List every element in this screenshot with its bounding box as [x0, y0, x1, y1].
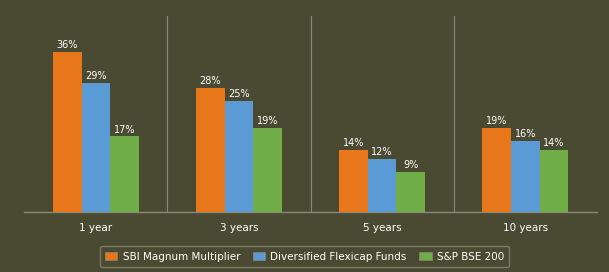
Text: 16%: 16%: [515, 129, 536, 139]
Text: 28%: 28%: [200, 76, 221, 86]
Bar: [225, 101, 253, 212]
Legend: SBI Magnum Multiplier, Diversified Flexicap Funds, S&P BSE 200: SBI Magnum Multiplier, Diversified Flexi…: [100, 246, 509, 267]
Bar: [511, 141, 540, 212]
Text: 9%: 9%: [403, 160, 418, 170]
Bar: [196, 88, 225, 212]
Text: 14%: 14%: [343, 138, 364, 148]
Text: 19%: 19%: [486, 116, 507, 126]
Text: 19%: 19%: [257, 116, 278, 126]
Text: 12%: 12%: [371, 147, 393, 157]
Text: 14%: 14%: [543, 138, 565, 148]
Bar: [540, 150, 568, 212]
Bar: [396, 172, 425, 212]
Bar: [339, 150, 368, 212]
Bar: [53, 52, 82, 212]
Bar: [368, 159, 396, 212]
Bar: [82, 83, 110, 212]
Bar: [482, 128, 511, 212]
Bar: [110, 137, 139, 212]
Text: 36%: 36%: [57, 40, 78, 50]
Text: 17%: 17%: [114, 125, 135, 135]
Text: 29%: 29%: [85, 71, 107, 81]
Text: 25%: 25%: [228, 89, 250, 99]
Bar: [253, 128, 282, 212]
